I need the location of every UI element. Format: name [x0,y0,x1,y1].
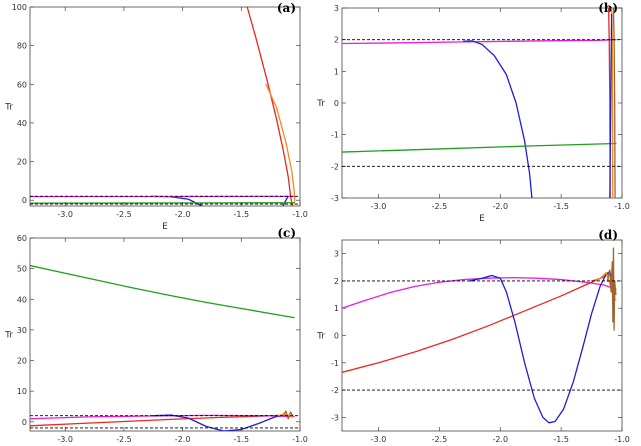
x-tick-label: -3.0 [57,210,73,219]
y-tick-label: -2 [331,386,339,395]
y-tick-label: 20 [17,158,27,167]
x-tick-label: -3.0 [371,202,387,211]
plot-area [30,264,300,431]
y-tick-label: 10 [17,387,27,396]
x-tick-label: -2.5 [116,210,132,219]
y-tick-label: -2 [331,162,339,171]
x-tick-label: -1.5 [553,435,569,444]
y-tick-label: 2 [334,36,339,45]
y-tick-label: -3 [331,194,339,203]
y-tick-label: 20 [17,357,27,366]
x-tick-label: -1.0 [614,202,630,211]
x-tick-label: -2.5 [116,435,132,444]
series-line [606,247,617,331]
y-axis-label: Tr [4,103,13,113]
panel-2: -3.0-2.5-2.0-1.5-1.00102030405060ETr(c) [4,226,308,444]
y-tick-label: -1 [331,131,339,140]
y-tick-label: 60 [17,80,27,89]
x-tick-label: -1.5 [233,210,249,219]
plot-frame [29,6,301,207]
x-tick-label: -3.0 [57,435,73,444]
x-tick-label: -2.0 [492,435,508,444]
x-tick-label: -2.0 [492,202,508,211]
y-axis-label: Tr [316,99,325,109]
series-line [612,8,616,198]
x-tick-label: -1.0 [292,435,308,444]
series-line [342,39,617,45]
panel-label: (a) [277,1,296,15]
y-tick-label: 30 [17,326,27,335]
y-tick-label: 40 [17,119,27,128]
y-tick-label: 0 [22,418,27,427]
series-line [469,270,616,424]
y-tick-label: 50 [17,265,27,274]
panel-0: -3.0 -2.5 -2.0 -1.5 -1.0 0 20 40 60 80 100 E Tr (a) [4,1,308,232]
y-tick-label: 0 [334,99,339,108]
y-tick-label: 100 [12,3,27,12]
series-line [265,83,296,205]
x-tick-label: -1.5 [553,202,569,211]
y-tick-label: 0 [334,332,339,341]
x-tick-label: -2.0 [175,210,191,219]
panel-label: (c) [277,226,296,240]
x-tick-label: -2.5 [432,202,448,211]
x-axis-label: E [479,214,485,224]
y-tick-label: 3 [334,4,339,13]
y-tick-label: 2 [334,277,339,286]
plot-area [30,7,300,206]
plot-frame [29,237,301,432]
x-tick-label: -1.0 [292,210,308,219]
plot-area [342,8,622,198]
y-axis-label: Tr [4,331,13,341]
y-axis-label: Tr [316,332,325,342]
y-tick-label: 40 [17,295,27,304]
series-line [342,277,617,309]
series-line [246,7,294,206]
y-tick-label: 80 [17,42,27,51]
x-axis-label: E [162,222,168,232]
y-tick-label: 3 [334,250,339,259]
series-line [281,410,294,420]
series-line [30,264,295,319]
series-line [152,195,289,206]
y-tick-label: 0 [22,196,27,205]
x-tick-label: -2.5 [432,435,448,444]
series-line [463,40,533,198]
x-tick-label: -2.0 [175,435,191,444]
y-tick-label: 1 [334,67,339,76]
panel-label: (d) [598,228,618,242]
y-tick-label: -1 [331,359,339,368]
x-tick-label: -3.0 [371,435,387,444]
series-line [342,142,617,153]
series-line [609,13,613,198]
y-tick-label: 1 [334,304,339,313]
x-tick-label: -1.5 [233,435,249,444]
y-tick-label: -3 [331,413,339,422]
x-tick-label: -1.0 [614,435,630,444]
plot-area [342,247,622,424]
y-tick-label: 60 [17,234,27,243]
